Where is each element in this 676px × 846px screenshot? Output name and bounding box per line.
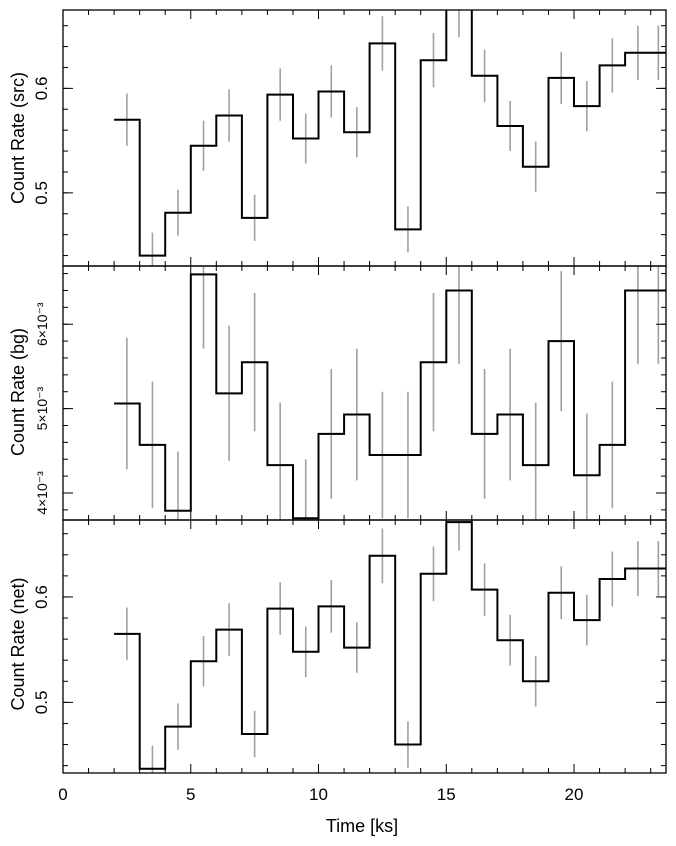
rate-step-line <box>114 273 666 520</box>
panel-net: 0.5 0.6 0 5 10 15 20 <box>32 519 667 804</box>
y-tick-label: 6×10⁻³ <box>34 302 50 346</box>
panel-bg: 4×10⁻³ 5×10⁻³ 6×10⁻³ <box>34 265 667 521</box>
x-tick-label: 0 <box>58 785 67 804</box>
panel-frame <box>62 9 667 267</box>
rate-step-line <box>114 10 666 257</box>
ylabel-bg: Count Rate (bg) <box>8 328 28 456</box>
error-bars <box>114 10 666 266</box>
y-tick-label: 5×10⁻³ <box>34 386 50 430</box>
ylabel-src: Count Rate (src) <box>8 72 28 204</box>
panel-frame <box>62 519 667 774</box>
panel-src: 0.5 0.6 <box>32 9 667 267</box>
error-bars <box>114 520 666 773</box>
ylabel-net: Count Rate (net) <box>8 577 28 710</box>
y-tick-label: 0.5 <box>32 691 51 715</box>
x-tick-label: 15 <box>437 785 456 804</box>
y-tick-label: 0.5 <box>32 181 51 205</box>
rate-step-line <box>114 521 666 770</box>
y-tick-label: 0.6 <box>32 585 51 609</box>
xlabel: Time [ks] <box>326 816 398 836</box>
y-tick-label: 0.6 <box>32 77 51 101</box>
x-tick-label: 20 <box>565 785 584 804</box>
x-tick-label: 10 <box>309 785 328 804</box>
panel-frame <box>62 265 667 521</box>
error-bars <box>114 266 666 520</box>
x-tick-label: 5 <box>186 785 195 804</box>
y-tick-label: 4×10⁻³ <box>34 471 50 515</box>
